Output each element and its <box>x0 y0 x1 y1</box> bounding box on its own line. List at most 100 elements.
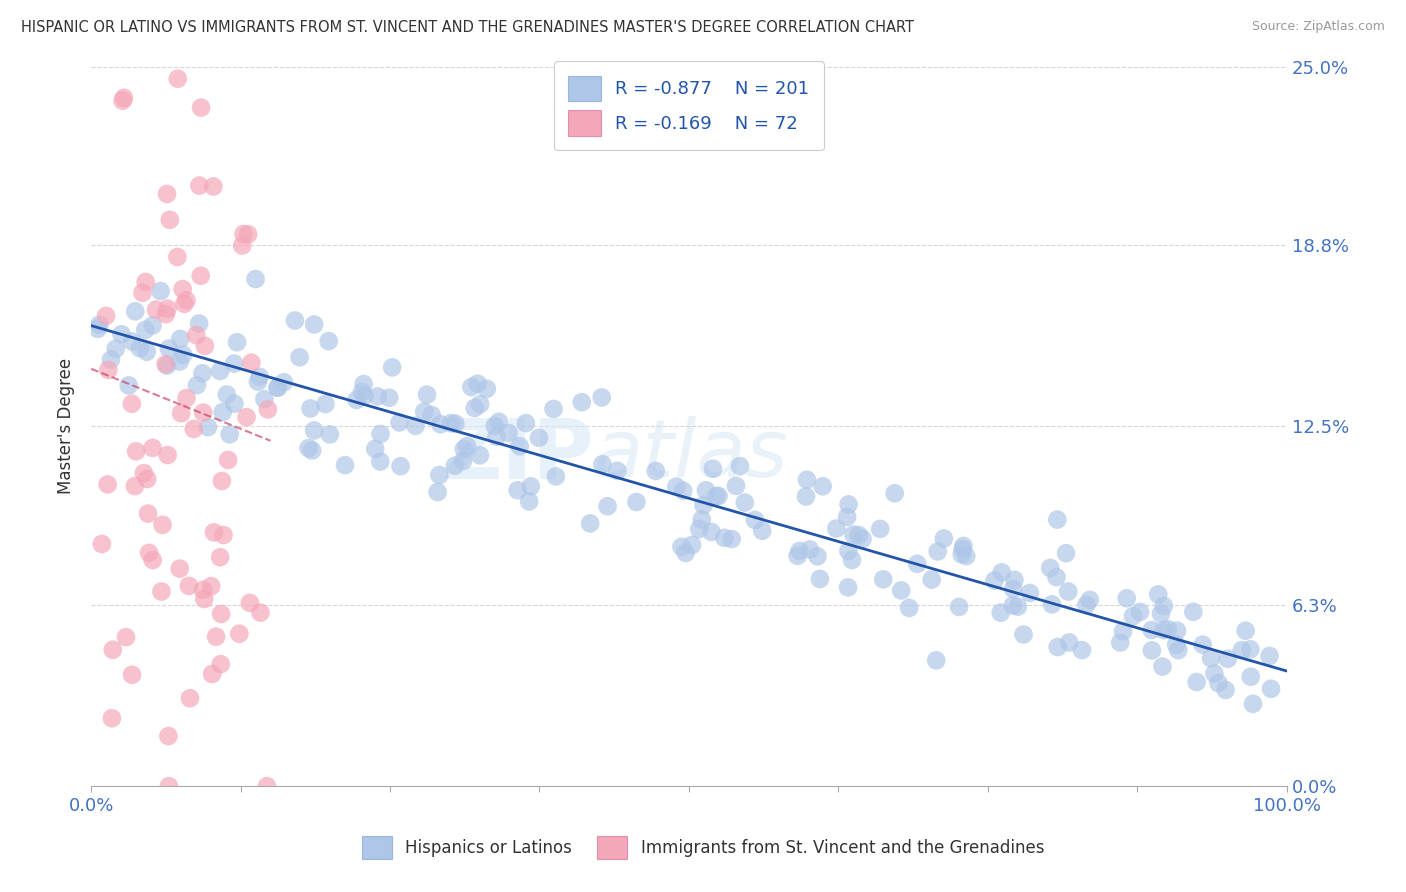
Point <box>121 334 143 349</box>
Point <box>314 397 336 411</box>
Point <box>90 537 112 551</box>
Point <box>1140 623 1163 637</box>
Point <box>789 544 811 558</box>
Point <box>1240 670 1263 684</box>
Point <box>799 542 821 557</box>
Point <box>100 352 122 367</box>
Point <box>837 580 859 594</box>
Point <box>468 397 491 411</box>
Point <box>416 387 439 401</box>
Point <box>1076 598 1098 612</box>
Point <box>157 342 180 356</box>
Point <box>166 71 188 86</box>
Point <box>212 528 235 542</box>
Point <box>692 498 714 512</box>
Point <box>389 459 412 474</box>
Point <box>1166 624 1188 638</box>
Point <box>104 342 127 356</box>
Point <box>381 360 404 375</box>
Point <box>527 431 550 445</box>
Point <box>707 489 730 503</box>
Point <box>156 359 179 373</box>
Point <box>209 364 232 378</box>
Point <box>520 479 543 493</box>
Point <box>734 495 756 509</box>
Point <box>118 378 141 392</box>
Point <box>485 430 508 444</box>
Point <box>149 284 172 298</box>
Point <box>794 490 817 504</box>
Point <box>191 582 214 597</box>
Point <box>177 579 200 593</box>
Point <box>1150 607 1173 621</box>
Point <box>353 389 375 403</box>
Point <box>786 549 808 563</box>
Point <box>426 485 449 500</box>
Point <box>1239 642 1261 657</box>
Point <box>1241 697 1264 711</box>
Point <box>952 541 974 556</box>
Point <box>157 729 180 743</box>
Point <box>134 323 156 337</box>
Point <box>606 464 628 478</box>
Point <box>142 553 165 567</box>
Point <box>124 479 146 493</box>
Point <box>190 268 212 283</box>
Point <box>112 91 135 105</box>
Point <box>121 397 143 411</box>
Point <box>170 406 193 420</box>
Point <box>1018 586 1040 600</box>
Point <box>378 391 401 405</box>
Point <box>169 354 191 368</box>
Point <box>429 417 451 432</box>
Point <box>319 427 342 442</box>
Point <box>172 348 194 362</box>
Point <box>1002 573 1025 587</box>
Point <box>451 454 474 468</box>
Point <box>215 387 238 401</box>
Point <box>176 391 198 405</box>
Point <box>136 472 159 486</box>
Point <box>135 275 157 289</box>
Point <box>883 486 905 500</box>
Point <box>950 548 973 562</box>
Point <box>155 357 177 371</box>
Point <box>1153 599 1175 613</box>
Point <box>125 444 148 458</box>
Point <box>444 458 467 473</box>
Point <box>921 573 943 587</box>
Point <box>1199 651 1222 665</box>
Point <box>464 401 486 415</box>
Point <box>517 494 540 508</box>
Point <box>97 477 120 491</box>
Point <box>121 668 143 682</box>
Point <box>808 572 831 586</box>
Point <box>806 549 828 564</box>
Point <box>1122 609 1144 624</box>
Point <box>596 500 619 514</box>
Point <box>1129 605 1152 619</box>
Point <box>413 404 436 418</box>
Point <box>176 293 198 308</box>
Point <box>179 691 201 706</box>
Point <box>129 341 152 355</box>
Point <box>543 401 565 416</box>
Point <box>209 607 232 621</box>
Point <box>571 395 593 409</box>
Legend: Hispanics or Latinos, Immigrants from St. Vincent and the Grenadines: Hispanics or Latinos, Immigrants from St… <box>356 829 1050 866</box>
Point <box>224 397 246 411</box>
Point <box>955 549 977 563</box>
Point <box>155 307 177 321</box>
Point <box>205 630 228 644</box>
Point <box>1071 643 1094 657</box>
Point <box>273 376 295 390</box>
Point <box>131 285 153 300</box>
Point <box>427 468 450 483</box>
Point <box>851 532 873 546</box>
Point <box>952 539 974 553</box>
Point <box>1156 622 1178 636</box>
Point <box>838 497 860 511</box>
Point <box>544 469 567 483</box>
Point <box>869 522 891 536</box>
Point <box>1039 561 1062 575</box>
